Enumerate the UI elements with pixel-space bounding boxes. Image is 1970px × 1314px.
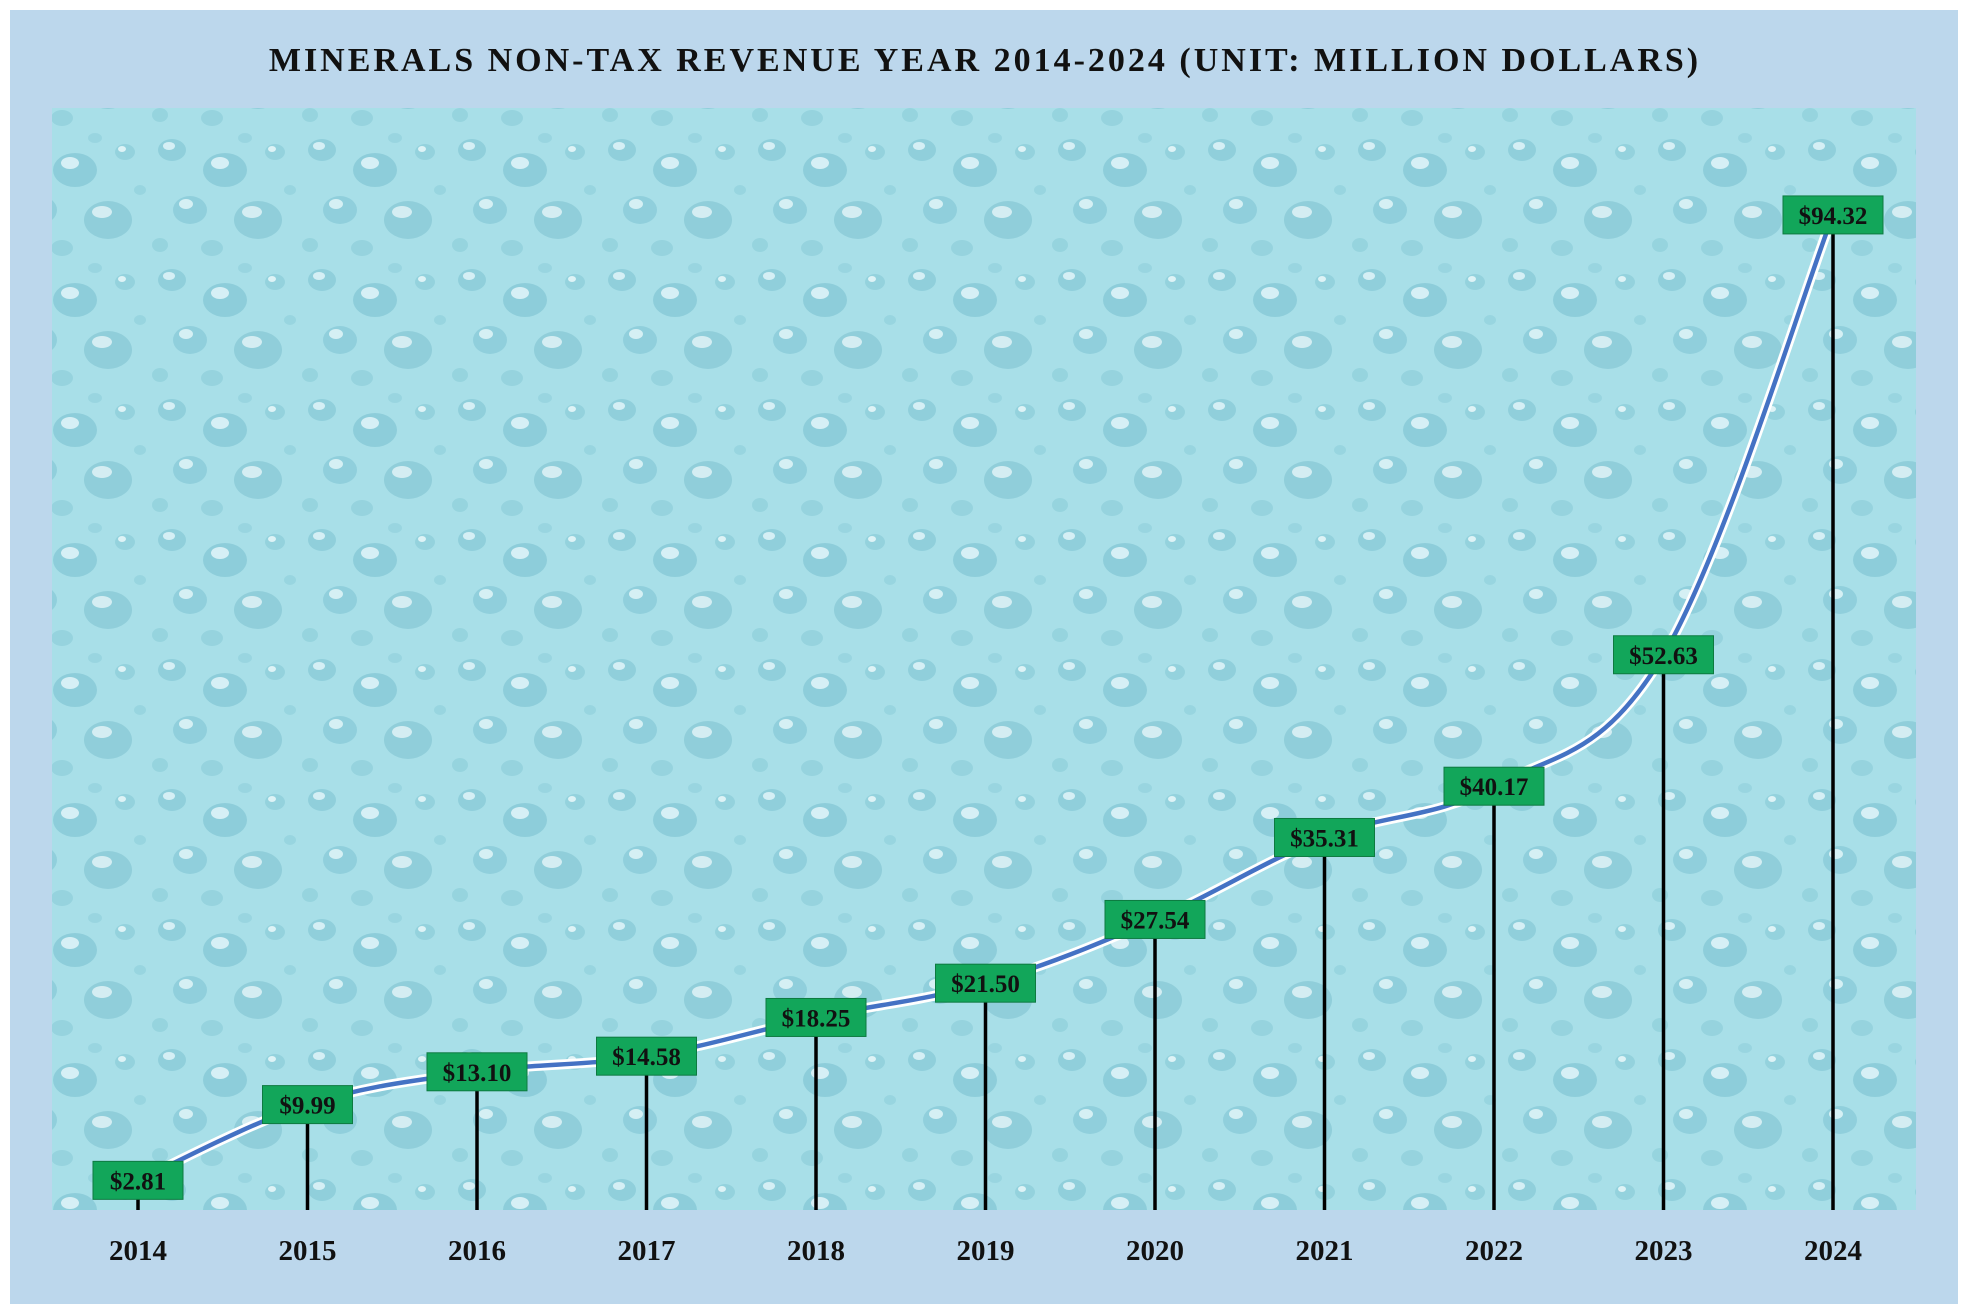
x-tick-label-2022: 2022	[1465, 1235, 1523, 1267]
data-label-box	[1613, 635, 1714, 675]
data-label-text: $9.99	[279, 1093, 335, 1120]
data-label-text: $14.58	[612, 1044, 681, 1071]
data-label-text: $18.25	[782, 1005, 851, 1032]
x-tick-label-2014: 2014	[109, 1235, 167, 1267]
chart-title: MINERALS NON-TAX REVENUE YEAR 2014-2024 …	[268, 42, 1702, 79]
data-label-2018: $18.25	[765, 997, 867, 1037]
data-label-text: $52.63	[1629, 643, 1698, 670]
data-label-box	[596, 1036, 697, 1076]
data-label-text: $27.54	[1121, 907, 1190, 934]
data-label-box	[1104, 899, 1206, 939]
data-label-2016: $13.10	[426, 1052, 528, 1092]
data-label-2015: $9.99	[262, 1085, 353, 1125]
data-label-box	[426, 1052, 528, 1092]
x-tick-label-2018: 2018	[787, 1235, 845, 1267]
data-label-text: $13.10	[443, 1060, 512, 1087]
data-label-2023: $52.63	[1613, 635, 1714, 675]
data-label-2020: $27.54	[1104, 899, 1206, 939]
data-label-text: $94.32	[1799, 203, 1868, 230]
data-label-box	[935, 963, 1036, 1003]
data-label-box	[1782, 195, 1884, 235]
data-label-2019: $21.50	[935, 963, 1036, 1003]
data-label-2017: $14.58	[596, 1036, 697, 1076]
data-label-2021: $35.31	[1274, 817, 1375, 857]
data-label-text: $40.17	[1460, 774, 1529, 801]
x-axis-labels: 2014 2015 2016 2017 2018 2019 2020 2021 2022 2023…	[109, 1235, 1862, 1267]
data-label-text: $2.81	[110, 1168, 166, 1195]
data-label-box	[765, 997, 867, 1037]
data-label-box	[262, 1085, 353, 1125]
x-tick-label-2016: 2016	[448, 1235, 506, 1267]
data-label-2014: $2.81	[92, 1160, 184, 1200]
x-tick-label-2020: 2020	[1126, 1235, 1184, 1267]
value-labels: $2.81 $9.99 $13.10 $14.58 $18.25 $21.50 $27.54…	[92, 195, 1884, 1200]
x-tick-label-2023: 2023	[1635, 1235, 1693, 1267]
data-label-box	[1443, 766, 1545, 806]
data-label-text: $21.50	[951, 971, 1020, 998]
data-label-box	[92, 1160, 184, 1200]
data-label-box	[1274, 817, 1375, 857]
x-tick-label-2015: 2015	[279, 1235, 337, 1267]
data-label-text: $35.31	[1290, 825, 1359, 852]
x-tick-label-2021: 2021	[1296, 1235, 1354, 1267]
data-label-2022: $40.17	[1443, 766, 1545, 806]
x-tick-label-2024: 2024	[1804, 1235, 1862, 1267]
x-tick-label-2017: 2017	[618, 1235, 676, 1267]
x-tick-label-2019: 2019	[957, 1235, 1015, 1267]
data-label-2024: $94.32	[1782, 195, 1884, 235]
